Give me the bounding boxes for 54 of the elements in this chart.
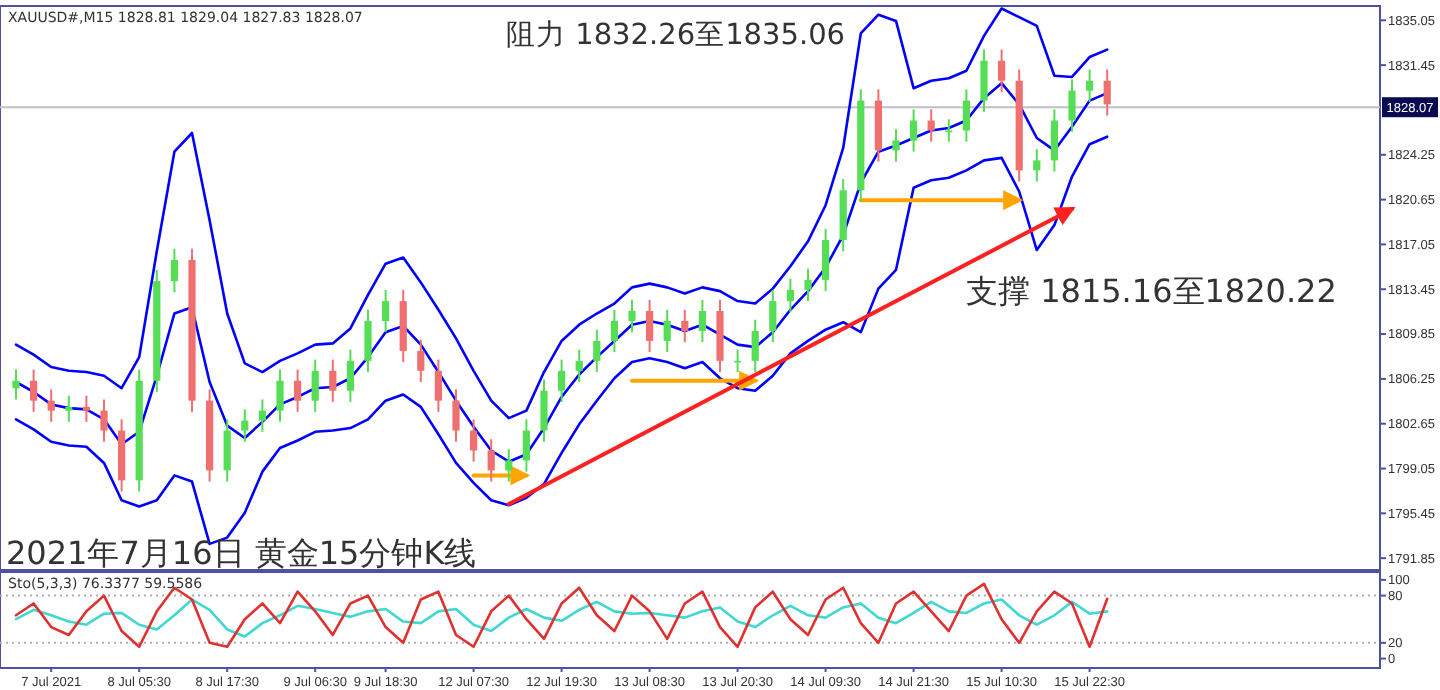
candlestick: [170, 247, 178, 294]
candlestick: [452, 388, 460, 443]
candlestick: [575, 348, 583, 383]
candlestick: [47, 388, 55, 423]
candlestick: [786, 277, 794, 314]
candlestick: [681, 308, 689, 344]
candlestick: [329, 358, 337, 403]
candlestick: [927, 108, 935, 143]
candlestick: [593, 328, 601, 374]
candlestick: [1103, 68, 1111, 117]
candlestick: [82, 394, 90, 423]
candlestick: [663, 308, 671, 354]
candlestick: [769, 288, 777, 344]
candlestick: [610, 308, 618, 354]
candlestick: [751, 318, 759, 374]
candlestick: [822, 227, 830, 293]
candlestick: [1086, 68, 1094, 103]
candlestick: [30, 368, 38, 413]
candlestick: [346, 348, 354, 403]
candlestick: [628, 298, 636, 334]
candlestick: [258, 398, 266, 433]
candlestick: [241, 408, 249, 443]
candlestick: [980, 48, 988, 113]
candlestick: [434, 358, 442, 413]
candlestick: [698, 298, 706, 344]
candlestick: [65, 394, 73, 423]
candlestick: [892, 128, 900, 163]
candlestick: [12, 368, 20, 401]
candlestick: [1068, 78, 1076, 133]
candlestick: [276, 368, 284, 423]
candlestick: [294, 368, 302, 413]
candlestick: [558, 358, 566, 403]
candlestick: [962, 88, 970, 143]
candlestick: [1050, 108, 1058, 173]
candlestick: [540, 378, 548, 443]
candlestick: [910, 108, 918, 153]
candlestick: [646, 298, 654, 354]
candlestick: [804, 267, 812, 303]
candlestick: [470, 418, 478, 463]
candlestick: [364, 308, 372, 374]
line-series: [14, 598, 1109, 638]
candlestick: [100, 398, 108, 443]
candlestick: [311, 358, 319, 413]
candlestick: [505, 448, 513, 483]
annotation: 2021年7月16日 黄金15分钟K线: [6, 534, 477, 572]
candlestick: [1033, 148, 1041, 183]
candlestick: [382, 288, 390, 334]
candlestick: [522, 418, 530, 473]
candlestick: [223, 418, 231, 483]
annotation: 阻力 1832.26至1835.06: [506, 18, 846, 52]
candlestick: [417, 338, 425, 383]
candlestick: [998, 48, 1006, 93]
candlestick: [487, 438, 495, 483]
annotation: 支撑 1815.16至1820.22: [966, 272, 1337, 310]
